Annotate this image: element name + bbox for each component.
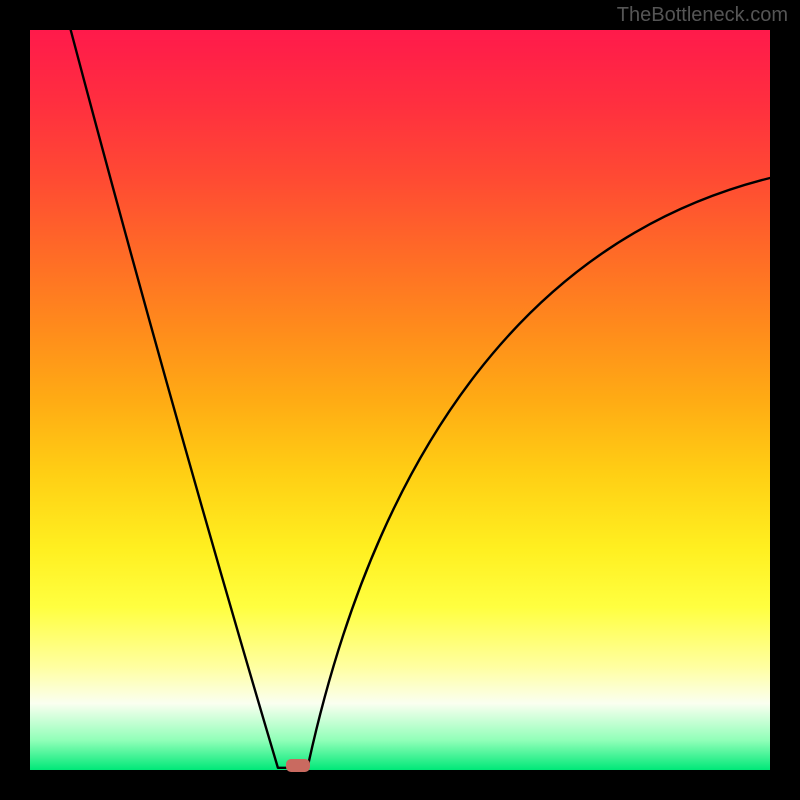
frame-left <box>0 0 30 800</box>
bottleneck-curve <box>30 30 770 770</box>
optimum-marker <box>286 759 310 772</box>
watermark-text: TheBottleneck.com <box>617 4 788 27</box>
plot-area <box>30 30 770 770</box>
frame-right <box>770 0 800 800</box>
curve-path <box>71 30 770 768</box>
frame-bottom <box>0 770 800 800</box>
